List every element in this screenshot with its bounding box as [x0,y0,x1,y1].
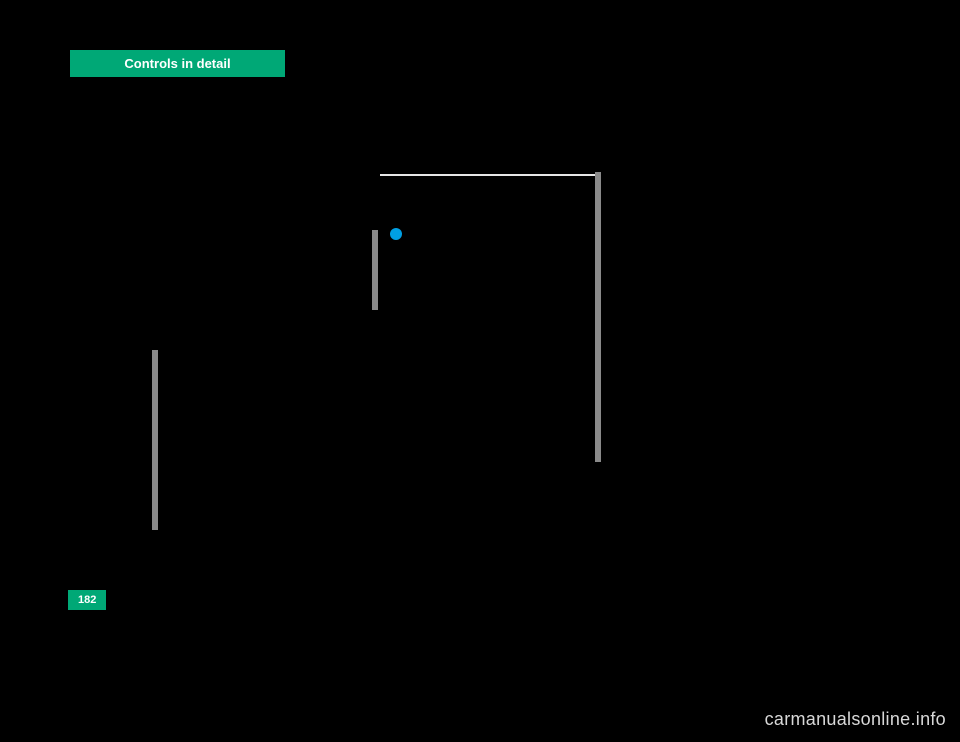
column-divider [595,172,601,462]
watermark-text: carmanualsonline.info [765,709,946,730]
column-divider [372,230,378,310]
page-number-badge: 182 [68,590,106,610]
section-header-tab: Controls in detail [70,50,285,77]
manual-page: Controls in detail 182 [70,50,890,640]
column-divider [152,350,158,530]
horizontal-rule [380,174,595,176]
page-number-text: 182 [78,594,96,606]
section-header-label: Controls in detail [124,56,230,71]
info-bullet-icon [390,228,402,240]
